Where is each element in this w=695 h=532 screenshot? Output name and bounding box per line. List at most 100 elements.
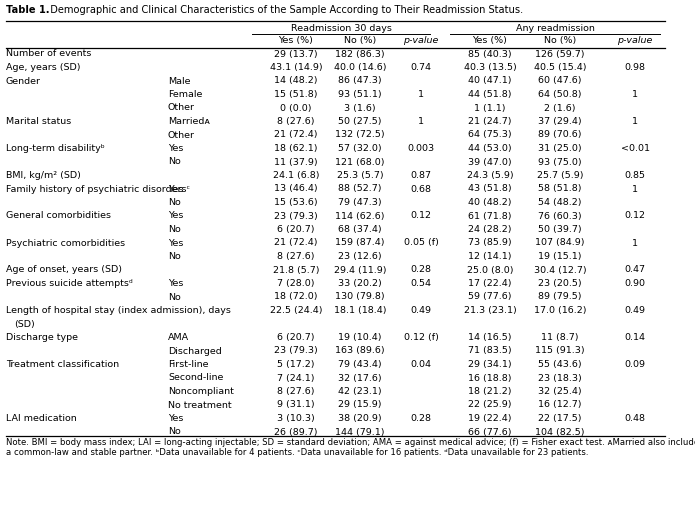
Text: No (%): No (%) <box>544 36 576 45</box>
Text: 12 (14.1): 12 (14.1) <box>468 252 512 261</box>
Text: 6 (20.7): 6 (20.7) <box>277 225 315 234</box>
Text: 0.12: 0.12 <box>625 212 646 220</box>
Text: 21.3 (23.1): 21.3 (23.1) <box>464 306 516 315</box>
Text: 0.09: 0.09 <box>625 360 646 369</box>
Text: 107 (84.9): 107 (84.9) <box>535 238 584 247</box>
Text: 33 (20.2): 33 (20.2) <box>338 279 382 288</box>
Text: No treatment: No treatment <box>168 401 231 410</box>
Text: 21 (24.7): 21 (24.7) <box>468 117 512 126</box>
Text: 89 (70.6): 89 (70.6) <box>538 130 582 139</box>
Text: 1: 1 <box>632 117 638 126</box>
Text: 17 (22.4): 17 (22.4) <box>468 279 512 288</box>
Text: 132 (72.5): 132 (72.5) <box>335 130 385 139</box>
Text: 32 (17.6): 32 (17.6) <box>338 373 382 383</box>
Text: 0.003: 0.003 <box>407 144 434 153</box>
Text: 0 (0.0): 0 (0.0) <box>280 104 312 112</box>
Text: Yes: Yes <box>168 185 183 194</box>
Text: 29.4 (11.9): 29.4 (11.9) <box>334 265 386 275</box>
Text: 44 (53.0): 44 (53.0) <box>468 144 512 153</box>
Text: 43.1 (14.9): 43.1 (14.9) <box>270 63 322 72</box>
Text: 88 (52.7): 88 (52.7) <box>338 185 382 194</box>
Text: 93 (75.0): 93 (75.0) <box>538 157 582 167</box>
Text: 0.98: 0.98 <box>625 63 646 72</box>
Text: 64 (75.3): 64 (75.3) <box>468 130 512 139</box>
Text: Treatment classification: Treatment classification <box>6 360 119 369</box>
Text: 6 (20.7): 6 (20.7) <box>277 333 315 342</box>
Text: 0.14: 0.14 <box>625 333 646 342</box>
Text: 21 (72.4): 21 (72.4) <box>275 238 318 247</box>
Text: 23 (20.5): 23 (20.5) <box>538 279 582 288</box>
Text: LAI medication: LAI medication <box>6 414 76 423</box>
Text: 50 (39.7): 50 (39.7) <box>538 225 582 234</box>
Text: BMI, kg/m² (SD): BMI, kg/m² (SD) <box>6 171 81 180</box>
Text: Length of hospital stay (index admission), days: Length of hospital stay (index admission… <box>6 306 231 315</box>
Text: Female: Female <box>168 90 202 99</box>
Text: 44 (51.8): 44 (51.8) <box>468 90 512 99</box>
Text: 29 (15.9): 29 (15.9) <box>338 401 382 410</box>
Text: 22 (25.9): 22 (25.9) <box>468 401 512 410</box>
Text: Noncompliant: Noncompliant <box>168 387 234 396</box>
Text: Yes: Yes <box>168 279 183 288</box>
Text: 40.0 (14.6): 40.0 (14.6) <box>334 63 386 72</box>
Text: No: No <box>168 428 181 436</box>
Text: Yes (%): Yes (%) <box>279 36 313 45</box>
Text: 0.28: 0.28 <box>411 265 432 275</box>
Text: 8 (27.6): 8 (27.6) <box>277 252 315 261</box>
Text: 11 (8.7): 11 (8.7) <box>541 333 579 342</box>
Text: No: No <box>168 198 181 207</box>
Text: No: No <box>168 293 181 302</box>
Text: 0.90: 0.90 <box>625 279 646 288</box>
Text: Readmission 30 days: Readmission 30 days <box>291 24 391 33</box>
Text: 1: 1 <box>418 117 424 126</box>
Text: 55 (43.6): 55 (43.6) <box>538 360 582 369</box>
Text: 25.7 (5.9): 25.7 (5.9) <box>537 171 583 180</box>
Text: 17.0 (16.2): 17.0 (16.2) <box>534 306 587 315</box>
Text: Psychiatric comorbidities: Psychiatric comorbidities <box>6 238 125 247</box>
Text: 0.49: 0.49 <box>625 306 646 315</box>
Text: 1: 1 <box>632 90 638 99</box>
Text: 43 (51.8): 43 (51.8) <box>468 185 512 194</box>
Text: 93 (51.1): 93 (51.1) <box>338 90 382 99</box>
Text: 14 (16.5): 14 (16.5) <box>468 333 512 342</box>
Text: 130 (79.8): 130 (79.8) <box>335 293 385 302</box>
Text: 23 (79.3): 23 (79.3) <box>274 346 318 355</box>
Text: 18 (21.2): 18 (21.2) <box>468 387 512 396</box>
Text: 24.1 (6.8): 24.1 (6.8) <box>272 171 319 180</box>
Text: 23 (18.3): 23 (18.3) <box>538 373 582 383</box>
Text: 144 (79.1): 144 (79.1) <box>335 428 385 436</box>
Text: 163 (89.6): 163 (89.6) <box>335 346 385 355</box>
Text: 13 (46.4): 13 (46.4) <box>275 185 318 194</box>
Text: 182 (86.3): 182 (86.3) <box>335 49 385 59</box>
Text: 18 (62.1): 18 (62.1) <box>275 144 318 153</box>
Text: Yes: Yes <box>168 212 183 220</box>
Text: Family history of psychiatric disordersᶜ: Family history of psychiatric disordersᶜ <box>6 185 190 194</box>
Text: 76 (60.3): 76 (60.3) <box>538 212 582 220</box>
Text: 22.5 (24.4): 22.5 (24.4) <box>270 306 322 315</box>
Text: 14 (48.2): 14 (48.2) <box>275 77 318 86</box>
Text: 38 (20.9): 38 (20.9) <box>338 414 382 423</box>
Text: 11 (37.9): 11 (37.9) <box>275 157 318 167</box>
Text: General comorbidities: General comorbidities <box>6 212 111 220</box>
Text: Table 1.: Table 1. <box>6 5 49 15</box>
Text: 0.47: 0.47 <box>625 265 646 275</box>
Text: 21 (72.4): 21 (72.4) <box>275 130 318 139</box>
Text: 0.74: 0.74 <box>411 63 432 72</box>
Text: 21.8 (5.7): 21.8 (5.7) <box>272 265 319 275</box>
Text: a common-law and stable partner. ᵇData unavailable for 4 patients. ᶜData unavail: a common-law and stable partner. ᵇData u… <box>6 448 589 457</box>
Text: 24 (28.2): 24 (28.2) <box>468 225 512 234</box>
Text: 25.3 (5.7): 25.3 (5.7) <box>336 171 384 180</box>
Text: 29 (34.1): 29 (34.1) <box>468 360 512 369</box>
Text: Marital status: Marital status <box>6 117 72 126</box>
Text: 0.05 (f): 0.05 (f) <box>404 238 439 247</box>
Text: 24.3 (5.9): 24.3 (5.9) <box>466 171 514 180</box>
Text: 0.87: 0.87 <box>411 171 432 180</box>
Text: 2 (1.6): 2 (1.6) <box>544 104 575 112</box>
Text: Second-line: Second-line <box>168 373 223 383</box>
Text: Age, years (SD): Age, years (SD) <box>6 63 81 72</box>
Text: 40.5 (15.4): 40.5 (15.4) <box>534 63 587 72</box>
Text: 121 (68.0): 121 (68.0) <box>335 157 385 167</box>
Text: 114 (62.6): 114 (62.6) <box>335 212 385 220</box>
Text: 0.68: 0.68 <box>411 185 432 194</box>
Text: 79 (47.3): 79 (47.3) <box>338 198 382 207</box>
Text: 1: 1 <box>632 238 638 247</box>
